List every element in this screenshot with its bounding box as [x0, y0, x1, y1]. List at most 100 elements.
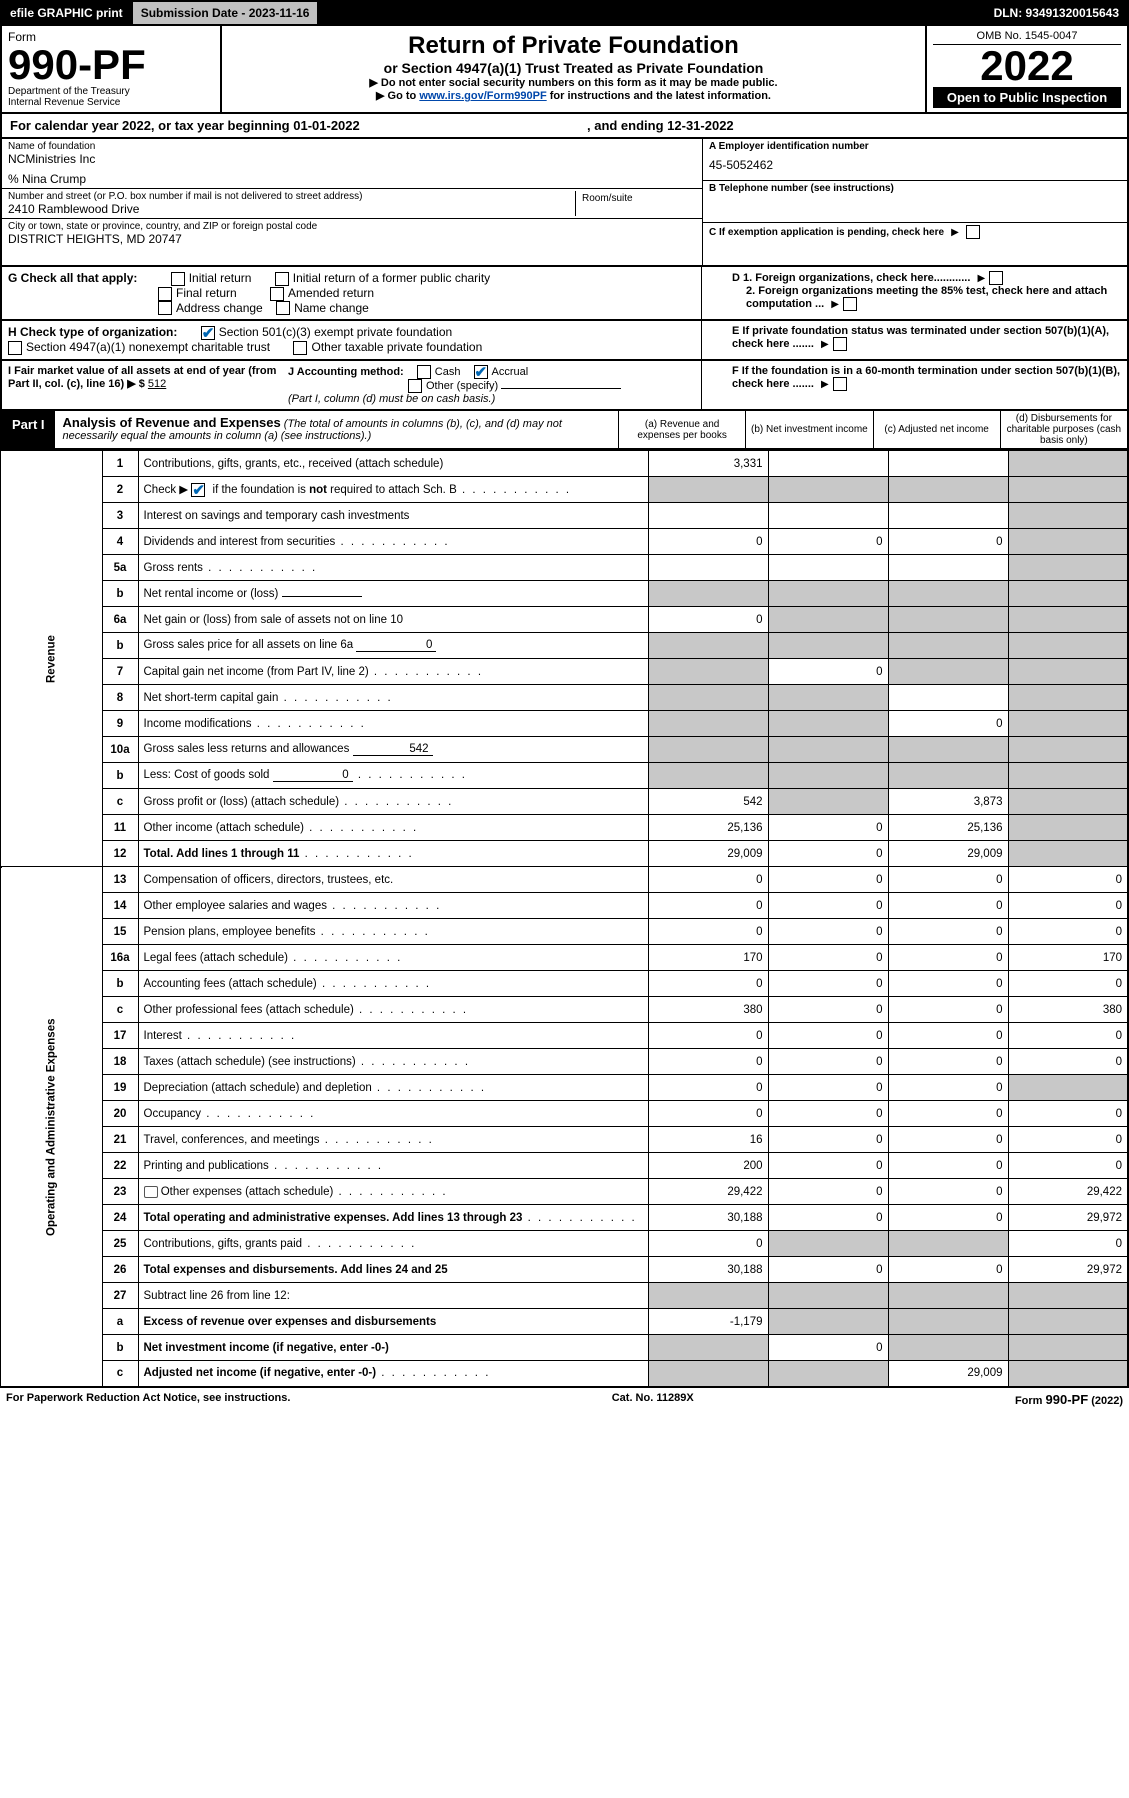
d1-checkbox[interactable] — [989, 271, 1003, 285]
amount-cell — [1008, 477, 1128, 503]
amount-cell: 0 — [888, 1101, 1008, 1127]
amount-cell — [888, 1335, 1008, 1361]
line-description: Travel, conferences, and meetings — [138, 1127, 648, 1153]
line-description: Less: Cost of goods sold 0 — [138, 763, 648, 789]
calendar-year-row: For calendar year 2022, or tax year begi… — [0, 114, 1129, 139]
g-address-checkbox[interactable] — [158, 301, 172, 315]
amount-cell: 200 — [648, 1153, 768, 1179]
line-number: 14 — [102, 893, 138, 919]
amount-cell: 29,422 — [648, 1179, 768, 1205]
line-description: Printing and publications — [138, 1153, 648, 1179]
table-row: 6aNet gain or (loss) from sale of assets… — [1, 607, 1128, 633]
g-initial-label: Initial return — [189, 271, 252, 285]
g-name-checkbox[interactable] — [276, 301, 290, 315]
foundation-name: NCMinistries Inc — [8, 152, 696, 166]
part-1-header: Part I Analysis of Revenue and Expenses … — [0, 411, 1129, 450]
department-label: Department of the Treasury Internal Reve… — [8, 86, 214, 108]
form-url-link[interactable]: www.irs.gov/Form990PF — [419, 90, 546, 102]
j-cash-checkbox[interactable] — [417, 365, 431, 379]
g-amended-checkbox[interactable] — [270, 287, 284, 301]
amount-cell: 0 — [768, 659, 888, 685]
amount-cell: 0 — [888, 893, 1008, 919]
amount-cell — [648, 1335, 768, 1361]
amount-cell — [768, 477, 888, 503]
line-number: 5a — [102, 555, 138, 581]
line-number: 15 — [102, 919, 138, 945]
table-row: cOther professional fees (attach schedul… — [1, 997, 1128, 1023]
amount-cell — [768, 1231, 888, 1257]
h-other-checkbox[interactable] — [293, 341, 307, 355]
g-initial-former-checkbox[interactable] — [275, 272, 289, 286]
amount-cell — [1008, 841, 1128, 867]
g-final-checkbox[interactable] — [158, 287, 172, 301]
efile-print-button[interactable]: efile GRAPHIC print — [2, 2, 133, 24]
amount-cell: 0 — [768, 1049, 888, 1075]
form-title: Return of Private Foundation — [228, 32, 919, 60]
amount-cell: 0 — [888, 529, 1008, 555]
j-accrual-checkbox[interactable] — [474, 365, 488, 379]
table-row: 15Pension plans, employee benefits0000 — [1, 919, 1128, 945]
amount-cell: 0 — [888, 945, 1008, 971]
line-number: 10a — [102, 737, 138, 763]
table-row: cGross profit or (loss) (attach schedule… — [1, 789, 1128, 815]
d2-checkbox[interactable] — [843, 297, 857, 311]
line-description: Total. Add lines 1 through 11 — [138, 841, 648, 867]
table-row: 22Printing and publications200000 — [1, 1153, 1128, 1179]
d1-label: D 1. Foreign organizations, check here..… — [732, 272, 970, 284]
line-number: b — [102, 1335, 138, 1361]
j-other-checkbox[interactable] — [408, 379, 422, 393]
line-number: a — [102, 1309, 138, 1335]
table-row: bNet investment income (if negative, ent… — [1, 1335, 1128, 1361]
amount-cell — [648, 711, 768, 737]
line-number: 21 — [102, 1127, 138, 1153]
entity-block: Name of foundation NCMinistries Inc % Ni… — [0, 139, 1129, 267]
line-number: 3 — [102, 503, 138, 529]
line-description: Legal fees (attach schedule) — [138, 945, 648, 971]
line-number: 1 — [102, 451, 138, 477]
amount-cell — [648, 503, 768, 529]
amount-cell — [1008, 763, 1128, 789]
amount-cell — [648, 633, 768, 659]
amount-cell — [648, 1283, 768, 1309]
amount-cell: -1,179 — [648, 1309, 768, 1335]
amount-cell: 0 — [648, 1023, 768, 1049]
attachment-icon[interactable] — [144, 1186, 158, 1198]
amount-cell: 3,331 — [648, 451, 768, 477]
amount-cell: 29,972 — [1008, 1205, 1128, 1231]
table-row: 11Other income (attach schedule)25,13602… — [1, 815, 1128, 841]
line-description: Gross profit or (loss) (attach schedule) — [138, 789, 648, 815]
sch-b-checkbox[interactable] — [191, 483, 205, 497]
line-description: Check ▶ if the foundation is not require… — [138, 477, 648, 503]
g-initial-checkbox[interactable] — [171, 272, 185, 286]
line-description: Contributions, gifts, grants paid — [138, 1231, 648, 1257]
amount-cell: 0 — [888, 997, 1008, 1023]
amount-cell — [1008, 451, 1128, 477]
exemption-checkbox[interactable] — [966, 225, 980, 239]
amount-cell — [1008, 1283, 1128, 1309]
f-checkbox[interactable] — [833, 377, 847, 391]
h-4947-checkbox[interactable] — [8, 341, 22, 355]
amount-cell: 30,188 — [648, 1257, 768, 1283]
amount-cell: 0 — [888, 1205, 1008, 1231]
table-row: 18Taxes (attach schedule) (see instructi… — [1, 1049, 1128, 1075]
line-number: 17 — [102, 1023, 138, 1049]
table-row: 14Other employee salaries and wages0000 — [1, 893, 1128, 919]
amount-cell: 542 — [648, 789, 768, 815]
col-a-header: (a) Revenue and expenses per books — [618, 411, 745, 448]
amount-cell: 0 — [768, 1257, 888, 1283]
amount-cell — [1008, 685, 1128, 711]
amount-cell: 0 — [768, 815, 888, 841]
part-1-label: Part I — [2, 411, 55, 448]
amount-cell: 30,188 — [648, 1205, 768, 1231]
line-description: Interest on savings and temporary cash i… — [138, 503, 648, 529]
amount-cell: 0 — [768, 1075, 888, 1101]
e-checkbox[interactable] — [833, 337, 847, 351]
amount-cell — [768, 1283, 888, 1309]
amount-cell — [1008, 633, 1128, 659]
table-row: 7Capital gain net income (from Part IV, … — [1, 659, 1128, 685]
h-501c3-checkbox[interactable] — [201, 326, 215, 340]
g-final-label: Final return — [176, 286, 237, 300]
line-number: 22 — [102, 1153, 138, 1179]
name-label: Name of foundation — [8, 141, 696, 152]
amount-cell: 0 — [1008, 1127, 1128, 1153]
